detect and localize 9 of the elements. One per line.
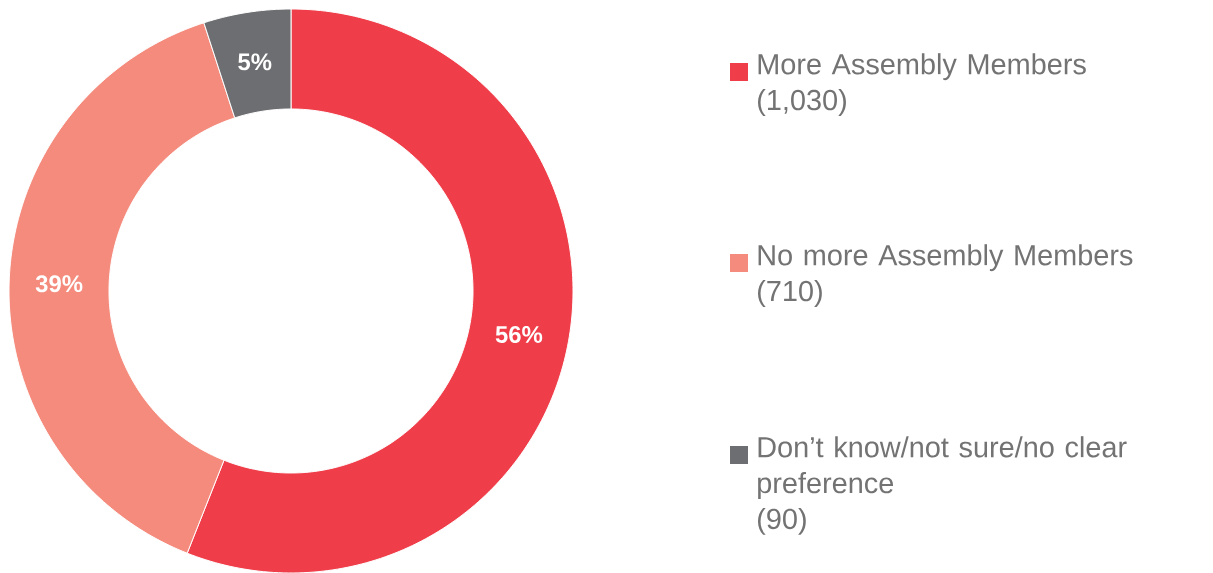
text: (90) xyxy=(758,507,806,535)
legend-label: More Assembly Members xyxy=(758,52,1086,80)
legend-label: Don’t know/not sure/no clear preference xyxy=(758,435,1127,499)
data-label: 56% xyxy=(495,325,543,343)
data-label: 5% xyxy=(238,53,272,71)
text: (710) xyxy=(758,279,822,307)
text: (1,030) xyxy=(758,88,846,116)
data-label: 39% xyxy=(35,275,83,292)
legend-label: No more Assembly Members xyxy=(758,243,1133,271)
